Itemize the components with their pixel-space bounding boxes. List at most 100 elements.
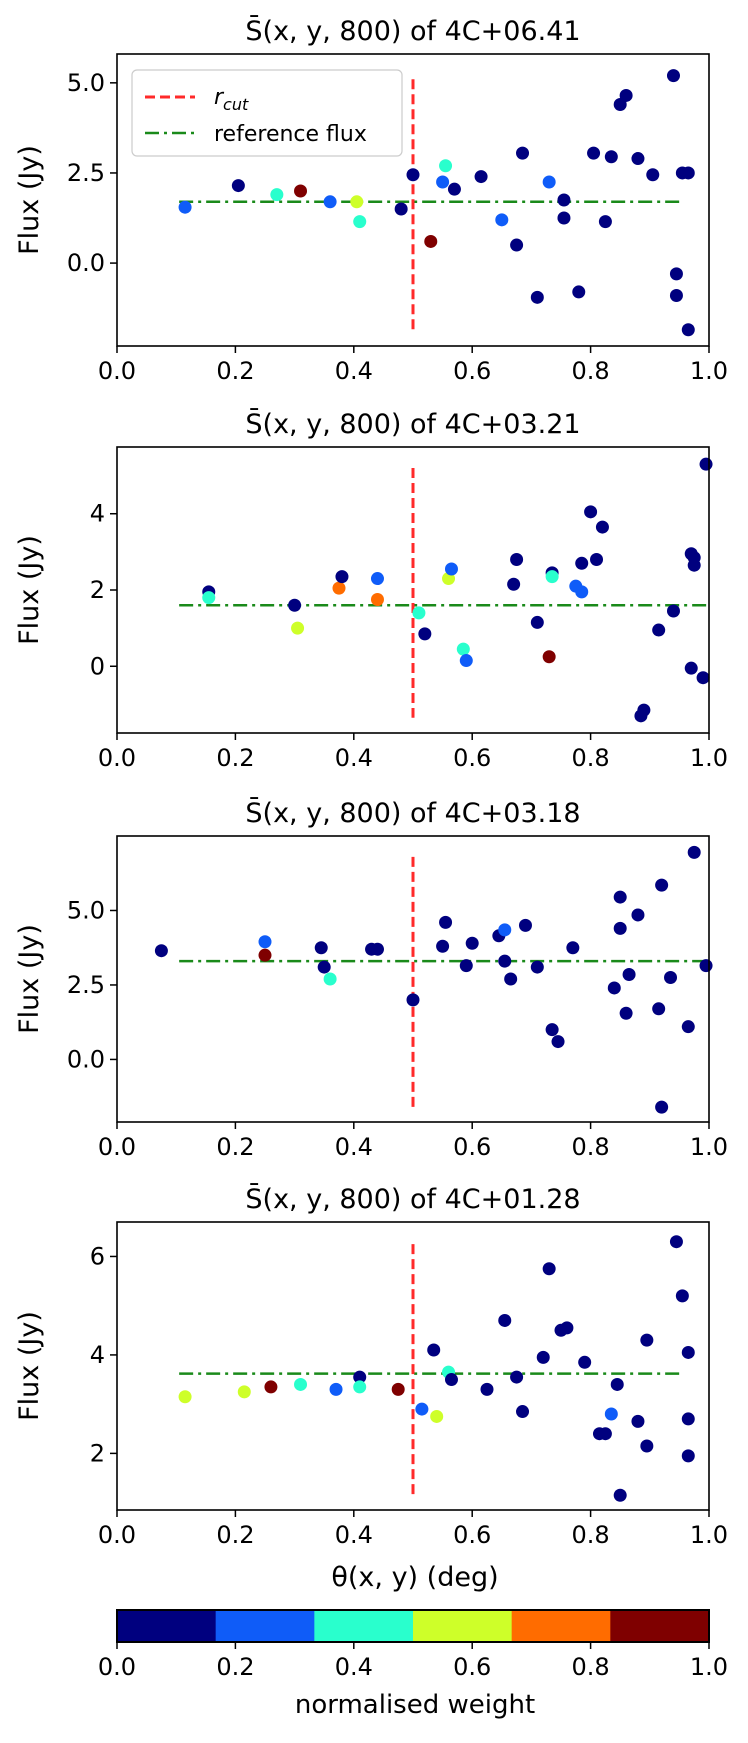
y-tick-label: 0.0	[67, 1045, 105, 1073]
x-tick-label: 1.0	[690, 357, 728, 385]
colorbar-tick-label: 0.8	[572, 1653, 610, 1681]
data-point	[418, 627, 432, 641]
data-point	[637, 703, 651, 717]
x-tick-label: 0.6	[453, 1133, 491, 1161]
data-point	[264, 1380, 278, 1394]
x-tick-label: 0.0	[98, 357, 136, 385]
data-point	[294, 1377, 308, 1391]
subplot-3: S̄(x, y, 800) of 4C+03.18 Flux (Jy) 0.0 0.2…	[14, 797, 728, 1161]
x-axis-label: θ(x, y) (deg)	[331, 1562, 498, 1593]
data-point	[258, 948, 272, 962]
data-point	[474, 170, 488, 184]
colorbar-tick-label: 0.4	[335, 1653, 373, 1681]
x-tick-label: 0.0	[98, 1521, 136, 1549]
data-point	[578, 1355, 592, 1369]
data-point	[631, 1414, 645, 1428]
x-tick-label: 0.2	[216, 357, 254, 385]
y-tick-label: 6	[90, 1242, 105, 1270]
data-point	[237, 1385, 251, 1399]
data-point	[270, 188, 284, 202]
data-point	[353, 1380, 367, 1394]
data-point	[480, 1382, 494, 1396]
x-tick-label: 0.8	[572, 1521, 610, 1549]
data-point	[607, 981, 621, 995]
data-point	[557, 211, 571, 225]
data-point	[530, 960, 544, 974]
data-point	[681, 1020, 695, 1034]
data-point	[572, 285, 586, 299]
colorbar-frame	[116, 1609, 710, 1643]
data-point	[498, 1313, 512, 1327]
x-tick-label: 0.0	[98, 744, 136, 772]
y-tick-label: 0.0	[67, 249, 105, 277]
x-tick-label: 0.4	[335, 1521, 373, 1549]
data-point	[587, 146, 601, 160]
data-point	[391, 1382, 405, 1396]
data-point	[646, 168, 660, 182]
colorbar-label: normalised weight	[295, 1690, 535, 1720]
data-point	[447, 182, 461, 196]
x-tick-label: 0.8	[572, 1133, 610, 1161]
y-tick-label: 2.5	[67, 159, 105, 187]
data-point	[202, 591, 216, 605]
data-point	[675, 1289, 689, 1303]
y-tick-label: 0	[90, 652, 105, 680]
legend: rcut reference flux	[131, 69, 403, 157]
data-point	[684, 661, 698, 675]
data-point	[669, 267, 683, 281]
data-point	[687, 845, 701, 859]
data-point	[439, 915, 453, 929]
x-tick-label: 0.0	[98, 1133, 136, 1161]
data-point	[436, 939, 450, 953]
y-tick-label: 5.0	[67, 69, 105, 97]
data-point	[516, 146, 530, 160]
data-point	[699, 457, 713, 471]
data-point	[622, 968, 636, 982]
data-point	[699, 959, 713, 973]
data-point	[332, 581, 346, 595]
data-point	[495, 213, 509, 227]
data-point	[394, 202, 408, 216]
data-point	[640, 1333, 654, 1347]
axes-frame	[116, 835, 710, 1123]
data-point	[323, 972, 337, 986]
data-point	[575, 556, 589, 570]
axes-frame	[116, 446, 710, 734]
data-point	[427, 1343, 441, 1357]
colorbar-tick-label: 0.2	[216, 1653, 254, 1681]
x-tick-label: 1.0	[690, 744, 728, 772]
data-point	[323, 195, 337, 209]
data-point	[350, 195, 364, 209]
data-point	[291, 621, 305, 635]
subplot-title: S̄(x, y, 800) of 4C+06.41	[245, 15, 580, 47]
data-point	[542, 1262, 556, 1276]
data-point	[415, 1402, 429, 1416]
legend-box	[131, 69, 403, 157]
y-axis-label: Flux (Jy)	[14, 1311, 45, 1421]
data-point	[456, 642, 470, 656]
legend-reference-label: reference flux	[214, 122, 367, 147]
y-tick-label: 4	[90, 500, 105, 528]
data-point	[604, 1407, 618, 1421]
y-axis-label: Flux (Jy)	[14, 924, 45, 1034]
data-point	[530, 290, 544, 304]
data-point	[566, 941, 580, 955]
axes-frame	[116, 53, 710, 347]
data-point	[459, 959, 473, 973]
data-point	[444, 1373, 458, 1387]
data-point	[370, 572, 384, 586]
data-point	[510, 552, 524, 566]
colorbar-tick-label: 1.0	[690, 1653, 728, 1681]
data-point	[542, 650, 556, 664]
x-tick-label: 0.4	[335, 744, 373, 772]
data-point	[258, 935, 272, 949]
data-point	[595, 520, 609, 534]
data-point	[536, 1350, 550, 1364]
x-tick-label: 0.6	[453, 744, 491, 772]
data-point	[424, 234, 438, 248]
data-point	[154, 944, 168, 958]
data-point	[530, 615, 544, 629]
data-point	[590, 552, 604, 566]
data-point	[557, 193, 571, 207]
data-point	[294, 184, 308, 198]
